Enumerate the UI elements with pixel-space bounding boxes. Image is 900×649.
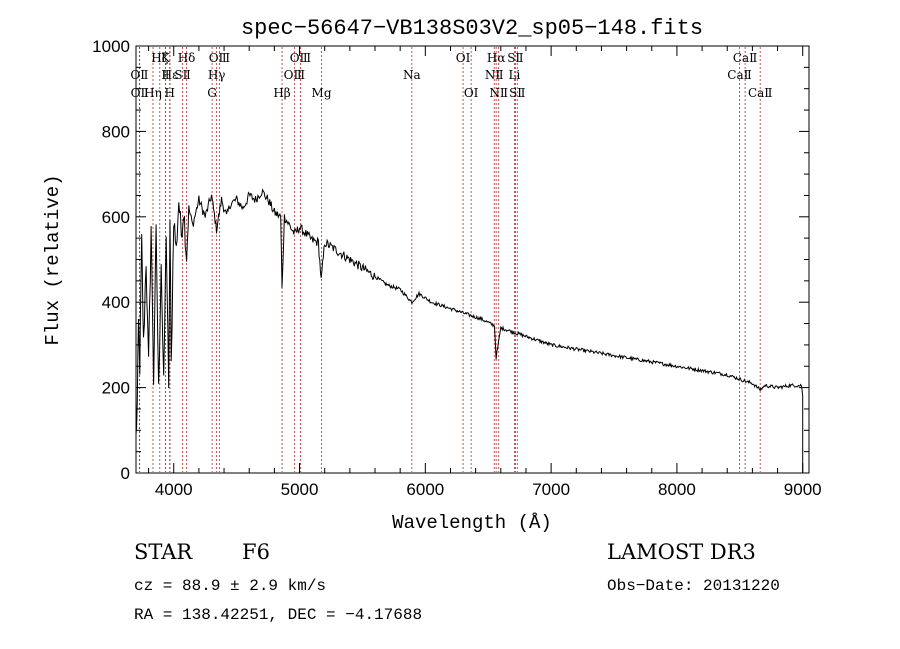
y-tick-label: 600: [102, 208, 130, 227]
line-label: K: [161, 51, 171, 65]
line-label: Hγ: [208, 68, 226, 82]
line-label: G: [207, 86, 217, 100]
line-label: OⅡ: [131, 86, 149, 100]
x-tick-label: 5000: [281, 480, 319, 499]
x-axis-label: Wavelength (Å): [392, 512, 552, 534]
observation-date: Obs−Date: 20131220: [607, 577, 780, 595]
line-label: SⅡ: [509, 86, 525, 100]
y-tick-label: 800: [102, 122, 130, 141]
object-subclass: F6: [242, 540, 270, 564]
y-axis-ticks: 0 200 400 600 800 1000: [92, 37, 809, 483]
line-label: CaⅡ: [733, 51, 758, 65]
line-label: SⅡ: [174, 68, 190, 82]
line-label: H: [164, 86, 174, 100]
line-label: Hδ: [178, 51, 196, 65]
coordinates: RA = 138.42251, DEC = −4.17688: [134, 606, 422, 624]
line-label: Mg: [312, 86, 332, 100]
line-label: SⅡ: [507, 51, 523, 65]
line-label: Hα: [487, 51, 506, 65]
x-axis-ticks: 4000 5000 6000 7000 8000 9000: [148, 46, 822, 499]
line-label: OⅢ: [290, 51, 311, 65]
line-label: Hε: [162, 68, 179, 82]
line-label: CaⅡ: [727, 68, 752, 82]
line-label: CaⅡ: [748, 86, 773, 100]
line-label: NⅡ: [485, 68, 504, 82]
line-label: Li: [508, 68, 520, 82]
line-label: Hβ: [273, 86, 290, 100]
line-label: OⅢ: [284, 68, 305, 82]
x-tick-label: 9000: [784, 480, 822, 499]
spectral-line-markers: [138, 47, 761, 472]
line-label: OⅢ: [209, 51, 230, 65]
spectrum-series-flux: [135, 188, 804, 473]
line-label: Ⅱ: [161, 68, 169, 82]
line-label: NⅡ: [489, 86, 508, 100]
x-tick-label: 4000: [155, 480, 193, 499]
object-class: STAR: [134, 540, 193, 564]
survey-name: LAMOST DR3: [607, 540, 756, 564]
line-label: Na: [403, 68, 421, 82]
line-label: OⅠ: [456, 51, 471, 65]
chart-title: spec−56647−VB138S03V2_sp05−148.fits: [241, 16, 703, 41]
y-tick-label: 1000: [92, 37, 130, 56]
x-tick-label: 8000: [658, 480, 696, 499]
y-tick-label: 0: [121, 464, 130, 483]
line-label: OⅡ: [130, 68, 148, 82]
y-axis-label: Flux (relative): [42, 174, 64, 345]
line-label: Hζ: [151, 51, 168, 65]
plot-frame: [135, 45, 810, 474]
line-label: OⅠ: [464, 86, 479, 100]
y-tick-label: 200: [102, 379, 130, 398]
redshift-cz: cz = 88.9 ± 2.9 km/s: [134, 577, 326, 595]
x-tick-label: 7000: [532, 480, 570, 499]
y-tick-label: 400: [102, 293, 130, 312]
x-tick-label: 6000: [406, 480, 444, 499]
line-label: Hη: [144, 86, 162, 100]
